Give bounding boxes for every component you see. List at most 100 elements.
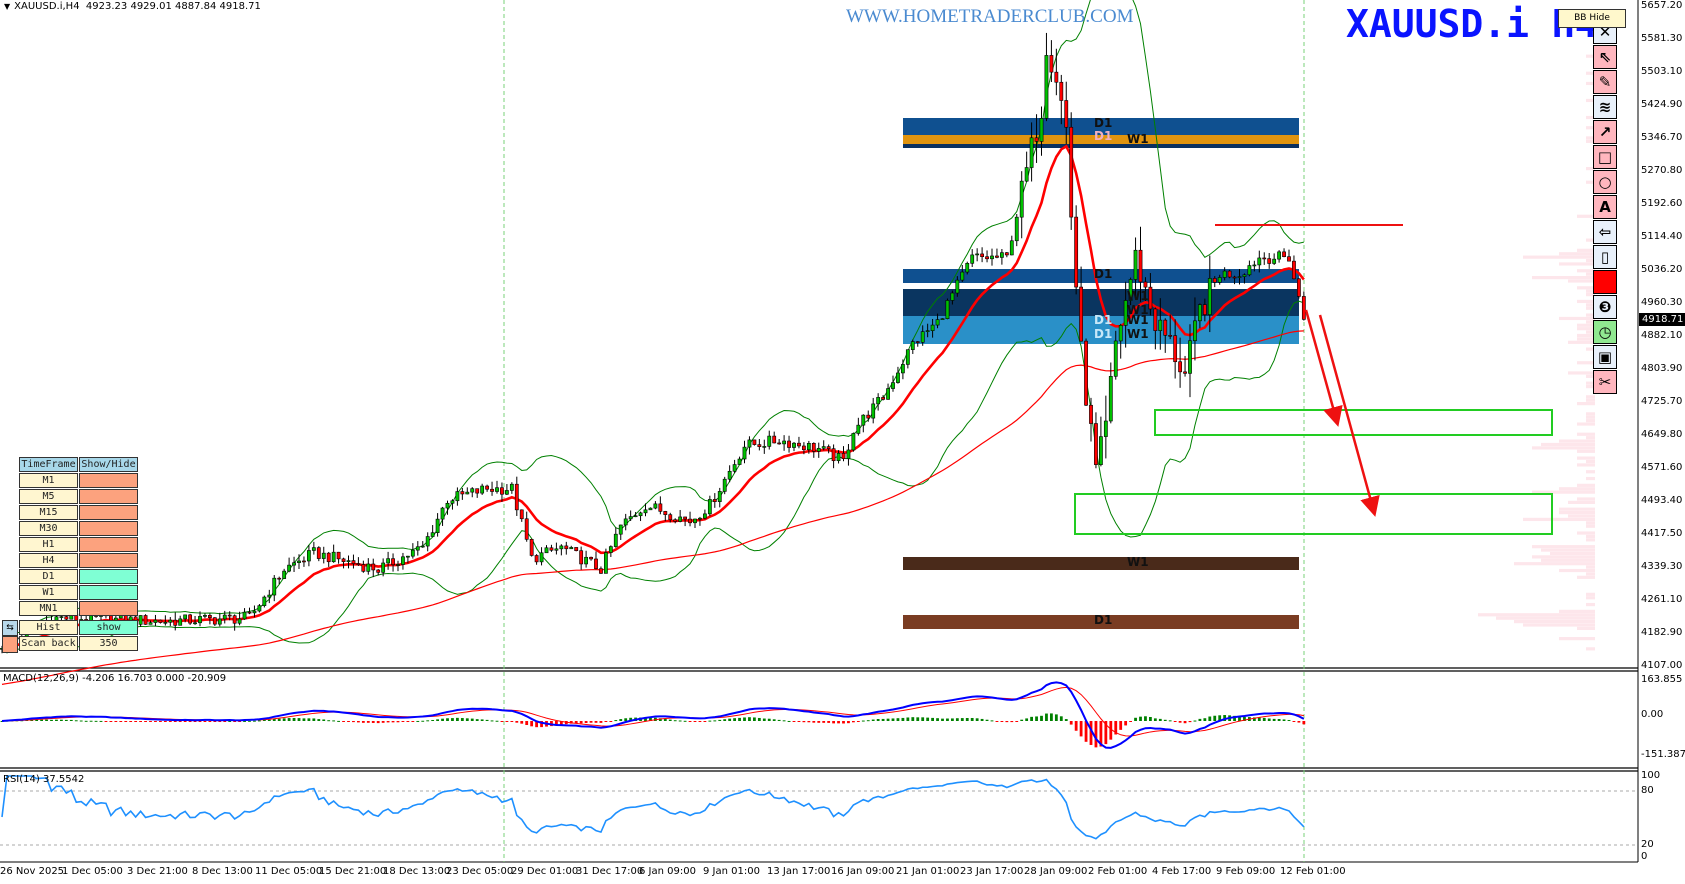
volume-profile-bar (1586, 412, 1595, 416)
swap-icon[interactable]: ⇆ (2, 620, 18, 636)
volume-profile-bar (1577, 361, 1595, 365)
price-axis-label: 4107.00 (1641, 660, 1683, 671)
zone-label: D1 (1094, 267, 1113, 281)
candle-body (1277, 251, 1282, 260)
macd-histogram-bar (832, 721, 835, 724)
candle-body (1079, 286, 1084, 342)
macd-histogram-bar (743, 717, 746, 721)
show-hide-toggle[interactable] (79, 553, 138, 568)
volume-profile-bar (1577, 248, 1595, 252)
text-icon[interactable]: A (1593, 195, 1617, 219)
price-axis-label: 4339.30 (1641, 561, 1683, 572)
macd-histogram-bar (1292, 721, 1296, 722)
label-arrow-icon[interactable]: ⇦ (1593, 220, 1617, 244)
macd-histogram-bar (951, 718, 954, 721)
bb-hide-button[interactable]: BB Hide (1558, 9, 1626, 28)
candle-body (856, 424, 861, 434)
cursor-arrow-icon[interactable]: ⇖ (1593, 45, 1617, 69)
candle-body (1168, 335, 1173, 337)
volume-profile-bar (1586, 524, 1595, 528)
candle-body (910, 341, 915, 350)
scissors-icon[interactable]: ✂ (1593, 370, 1617, 394)
dropdown-triangle-icon[interactable]: ▼ (4, 2, 11, 11)
candle-body (539, 552, 544, 563)
sr-zone (903, 269, 1299, 283)
show-hide-toggle[interactable] (79, 569, 138, 584)
macd-histogram-bar (891, 718, 895, 721)
volume-profile-bar (1559, 511, 1595, 515)
arrow-line-icon[interactable]: ↗ (1593, 120, 1617, 144)
candle-body (341, 558, 346, 562)
macd-histogram-bar (1030, 716, 1033, 721)
candle-body (653, 503, 658, 509)
show-hide-toggle[interactable] (79, 601, 138, 616)
pencil-icon[interactable]: ✎ (1593, 70, 1617, 94)
macd-histogram-bar (1272, 718, 1276, 721)
volume-profile-bar (1577, 575, 1595, 579)
volume-profile (1478, 54, 1595, 651)
price-axis-label: 4417.50 (1641, 528, 1683, 539)
show-hide-toggle[interactable] (79, 489, 138, 504)
macd-histogram-bar (460, 718, 464, 721)
volume-profile-bar (1586, 330, 1595, 334)
scan-back-input[interactable]: 350 (79, 636, 138, 651)
macd-histogram-bar (1104, 721, 1108, 745)
indicator-toggle[interactable] (2, 636, 18, 653)
show-hide-toggle[interactable] (79, 473, 138, 488)
candle-body (217, 618, 222, 625)
volume-profile-bar (1523, 517, 1595, 522)
rectangle-icon[interactable]: □ (1593, 145, 1617, 169)
candle-body (1133, 249, 1138, 280)
zone-label: D1 (1094, 116, 1113, 130)
macd-histogram-bar (40, 719, 43, 721)
rsi-axis-label: 0 (1641, 851, 1648, 862)
macd-histogram-bar (817, 721, 821, 723)
macd-histogram-bar (1035, 716, 1038, 721)
watermark: WWW.HOMETRADERCLUB.COM (846, 6, 1134, 27)
volume-profile-bar (1541, 548, 1595, 552)
line-width-3-icon[interactable]: ❸ (1593, 295, 1617, 319)
timeframe-row: MN1 (19, 601, 139, 617)
macd-histogram-bar (1050, 713, 1053, 721)
time-axis-label: 9 Feb 09:00 (1216, 866, 1276, 877)
candle-body (841, 453, 846, 459)
hist-toggle[interactable]: show (79, 620, 138, 635)
candle-body (618, 524, 623, 535)
candle-body (772, 435, 777, 444)
candle-body (727, 470, 732, 480)
save-icon[interactable]: ▣ (1593, 345, 1617, 369)
macd-histogram-bar (124, 721, 128, 722)
candle-body (1242, 274, 1247, 277)
circle-icon[interactable]: ○ (1593, 170, 1617, 194)
macd-histogram-bar (1257, 717, 1261, 721)
macd-histogram-bar (406, 721, 410, 722)
zone-label: W1 (1127, 327, 1149, 341)
macd-axis-label: 163.855 (1641, 674, 1683, 685)
macd-histogram-bar (753, 717, 756, 721)
show-hide-toggle[interactable] (79, 505, 138, 520)
time-axis-label: 13 Jan 17:00 (767, 866, 831, 877)
symbol-label: XAUUSD.i,H4 (14, 1, 80, 12)
color-swatch-icon[interactable] (1593, 270, 1617, 294)
trash-icon[interactable]: ▯ (1593, 245, 1617, 269)
waves-icon[interactable]: ≋ (1593, 95, 1617, 119)
show-hide-toggle[interactable] (79, 585, 138, 600)
volume-profile-bar (1586, 258, 1595, 263)
macd-histogram-bar (926, 717, 930, 721)
candle-body (599, 568, 603, 574)
macd-histogram-bar (149, 721, 152, 722)
macd-histogram-bar (505, 721, 509, 722)
show-hide-toggle[interactable] (79, 537, 138, 552)
volume-profile-bar (1586, 180, 1595, 184)
zone-label: W1 (1127, 303, 1149, 317)
volume-profile-bar (1586, 303, 1595, 307)
time-axis-label: 26 Nov 2025 (0, 866, 65, 877)
clock-icon[interactable]: ◷ (1593, 320, 1617, 344)
macd-histogram-bar (163, 721, 167, 722)
candle-body (420, 545, 425, 548)
show-hide-toggle[interactable] (79, 521, 138, 536)
macd-histogram-bar (1054, 714, 1058, 721)
macd-histogram-bar (936, 718, 939, 721)
candle-body (158, 619, 163, 623)
